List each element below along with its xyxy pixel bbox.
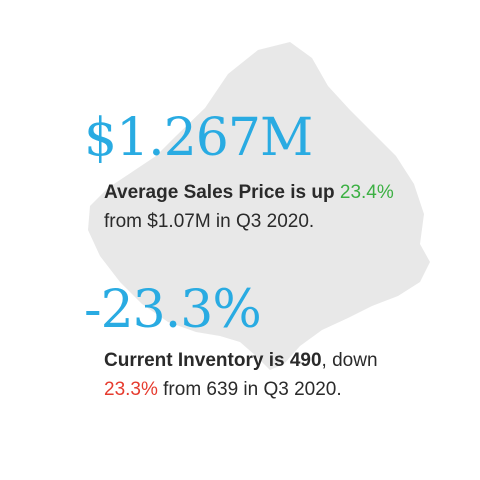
average-sales-price-lead: Average Sales Price is up	[104, 182, 340, 203]
current-inventory-value: -23.3%	[84, 280, 262, 340]
average-sales-price-change: 23.4%	[339, 182, 394, 203]
current-inventory-lead-rest: , down	[321, 350, 378, 371]
average-sales-price-description: Average Sales Price is up 23.4% from $1.…	[104, 178, 394, 236]
current-inventory-stat: -23.3% Current Inventory is 490, down 23…	[84, 280, 378, 404]
average-sales-price-value: $1.267M	[84, 108, 313, 168]
current-inventory-change: 23.3%	[104, 379, 158, 400]
average-sales-price-detail: from $1.07M in Q3 2020.	[104, 211, 315, 232]
current-inventory-description: Current Inventory is 490, down 23.3% fro…	[104, 346, 378, 404]
current-inventory-lead: Current Inventory is 490	[104, 350, 322, 371]
current-inventory-detail: from 639 in Q3 2020.	[157, 379, 342, 400]
average-sales-price-stat: $1.267M Average Sales Price is up 23.4% …	[84, 108, 394, 236]
